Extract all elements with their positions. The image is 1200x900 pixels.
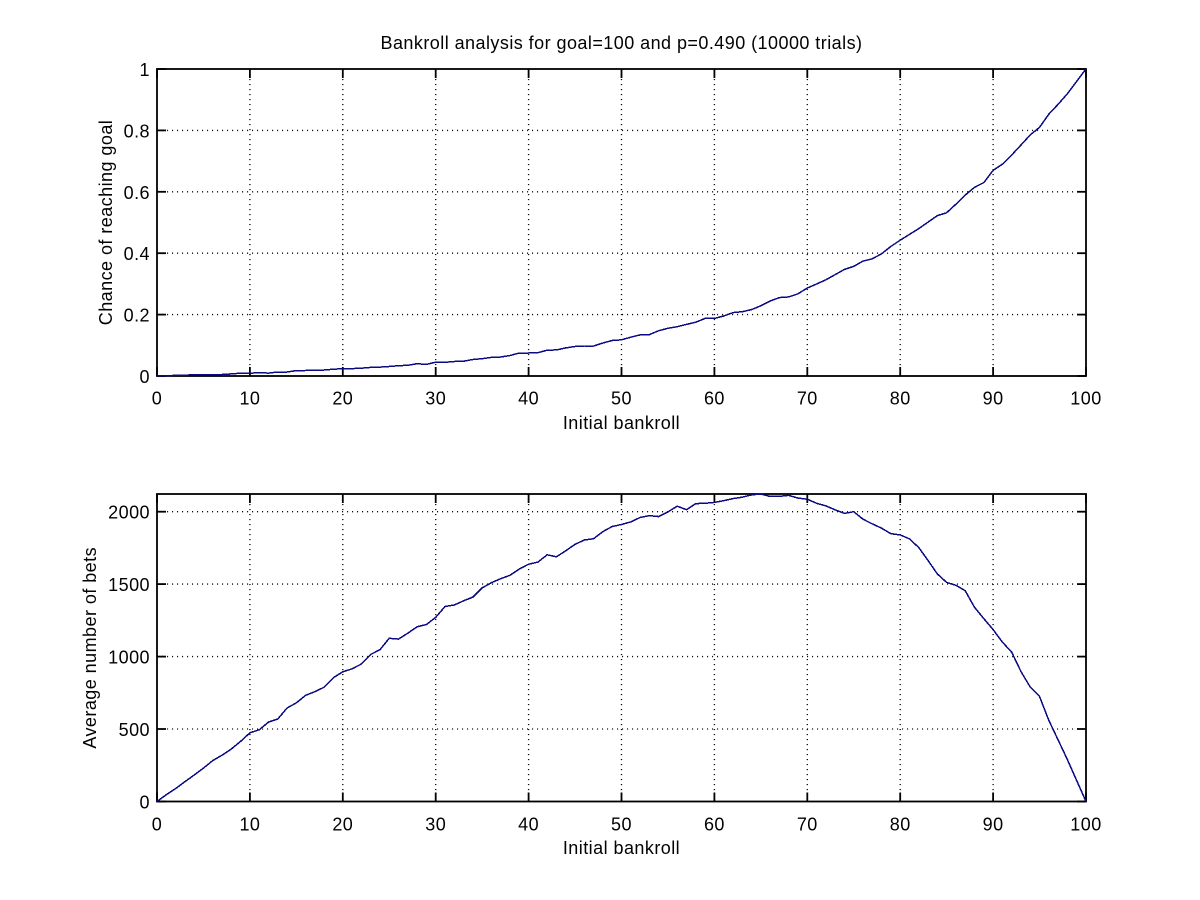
svg-text:40: 40 [518, 388, 539, 408]
svg-text:50: 50 [611, 388, 632, 408]
svg-text:0: 0 [152, 388, 162, 408]
svg-text:40: 40 [518, 815, 539, 835]
svg-text:90: 90 [983, 815, 1004, 835]
svg-text:50: 50 [611, 815, 632, 835]
svg-text:0.8: 0.8 [124, 121, 150, 141]
svg-text:100: 100 [1070, 815, 1101, 835]
svg-text:20: 20 [332, 815, 353, 835]
svg-text:60: 60 [704, 815, 725, 835]
svg-text:Average number of bets: Average number of bets [80, 547, 100, 749]
svg-text:0: 0 [140, 793, 150, 813]
svg-text:30: 30 [425, 388, 446, 408]
svg-text:70: 70 [797, 388, 818, 408]
svg-text:20: 20 [332, 388, 353, 408]
svg-text:Initial bankroll: Initial bankroll [563, 413, 680, 433]
svg-text:0.2: 0.2 [124, 306, 150, 326]
svg-text:70: 70 [797, 815, 818, 835]
svg-text:0: 0 [152, 815, 162, 835]
svg-text:Chance of reaching goal: Chance of reaching goal [96, 120, 116, 326]
svg-text:1000: 1000 [108, 648, 150, 668]
svg-text:0.4: 0.4 [124, 244, 150, 264]
svg-text:60: 60 [704, 388, 725, 408]
svg-text:30: 30 [425, 815, 446, 835]
svg-text:80: 80 [890, 388, 911, 408]
svg-text:80: 80 [890, 815, 911, 835]
svg-text:Bankroll analysis for goal=100: Bankroll analysis for goal=100 and p=0.4… [381, 33, 863, 53]
svg-text:100: 100 [1070, 388, 1101, 408]
svg-text:500: 500 [119, 720, 150, 740]
svg-text:1500: 1500 [108, 575, 150, 595]
svg-text:0: 0 [140, 367, 150, 387]
svg-text:1: 1 [140, 60, 150, 80]
svg-text:90: 90 [983, 388, 1004, 408]
svg-text:0.6: 0.6 [124, 183, 150, 203]
svg-text:10: 10 [239, 388, 260, 408]
svg-text:2000: 2000 [108, 503, 150, 523]
svg-text:Initial bankroll: Initial bankroll [563, 838, 680, 858]
svg-text:10: 10 [239, 815, 260, 835]
